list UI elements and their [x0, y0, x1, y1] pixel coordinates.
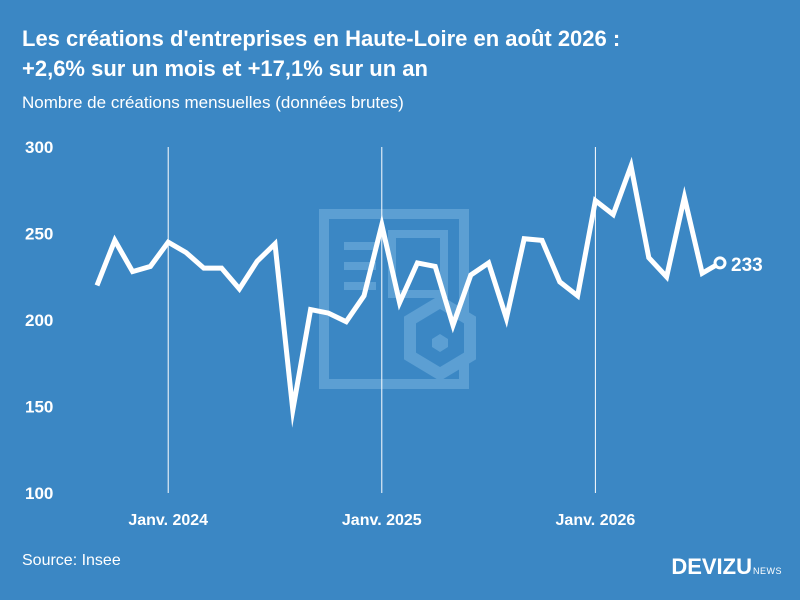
y-tick-label: 250: [25, 225, 53, 244]
chart-title-line1: Les créations d'entreprises en Haute-Loi…: [22, 26, 621, 51]
y-tick-label: 150: [25, 398, 53, 417]
end-value-label: 233: [731, 255, 763, 276]
x-tick-label: Janv. 2025: [342, 512, 422, 529]
end-point-marker: [713, 256, 727, 270]
y-tick-label: 100: [25, 484, 53, 503]
brand-name: DEVIZU: [671, 554, 752, 579]
chart-title-line2: +2,6% sur un mois et +17,1% sur un an: [22, 56, 428, 81]
brand-suffix: NEWS: [753, 566, 782, 576]
chart-subtitle: Nombre de créations mensuelles (données …: [22, 93, 404, 112]
brand-logo: DEVIZU NEWS: [671, 554, 782, 580]
y-tick-label: 300: [25, 138, 53, 157]
x-tick-label: Janv. 2024: [128, 512, 208, 529]
chart-title: Les créations d'entreprises en Haute-Loi…: [22, 24, 782, 84]
x-tick-label: Janv. 2026: [556, 512, 636, 529]
series-line: [94, 156, 722, 428]
source-note: Source: Insee: [22, 552, 121, 569]
y-tick-label: 200: [25, 311, 53, 330]
